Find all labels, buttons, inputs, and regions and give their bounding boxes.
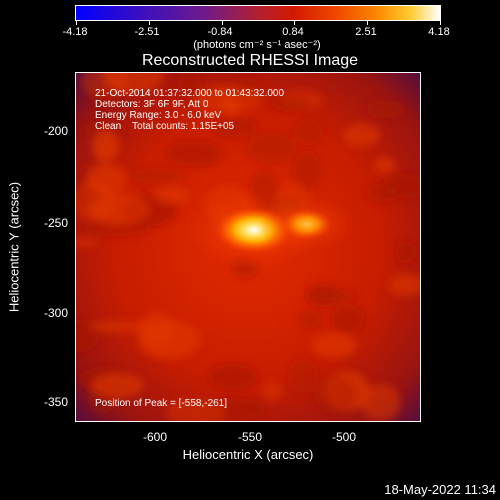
background-texture-blob: [343, 123, 381, 147]
colorbar-tick-label: -0.84: [207, 26, 233, 38]
colorbar-tick-label: 0.84: [282, 26, 304, 38]
background-texture-blob: [88, 320, 151, 333]
y-tick-label: -350: [43, 395, 68, 409]
background-texture-blob: [76, 236, 98, 249]
background-texture-blob: [89, 86, 120, 108]
background-texture-blob: [138, 311, 174, 350]
background-texture-blob: [85, 163, 128, 195]
background-texture-blob: [166, 140, 223, 167]
background-texture-blob: [270, 95, 311, 111]
background-texture-blob: [287, 358, 319, 394]
background-texture-blob: [306, 284, 340, 307]
y-axis-label: Heliocentric Y (arcsec): [6, 181, 22, 313]
y-tick-label: -250: [43, 216, 68, 230]
background-texture-blob: [311, 333, 357, 358]
colorbar-tick-label: 4.18: [428, 26, 450, 38]
background-texture-blob: [193, 85, 262, 113]
colorbar-unit-label: (photons cm⁻² s⁻¹ asec⁻²): [193, 39, 321, 51]
colorbar-tick-label: -2.51: [134, 26, 160, 38]
solar-image: [76, 73, 420, 421]
background-texture-blob: [293, 118, 324, 145]
x-tick-label: -600: [142, 430, 168, 444]
detectors-info: Detectors: 3F 6F 9F, Att 0: [95, 99, 209, 110]
background-texture-blob: [373, 156, 395, 174]
background-texture-blob: [395, 240, 417, 264]
energy-range-info: Energy Range: 3.0 - 6.0 keV: [95, 110, 222, 121]
background-texture-blob: [125, 168, 185, 184]
background-texture-blob: [83, 120, 128, 140]
y-tick-label: -300: [43, 306, 68, 320]
colorbar-tick-label: -4.18: [62, 26, 88, 38]
background-texture-blob: [247, 132, 297, 164]
timestamp: 18-May-2022 11:34: [384, 482, 496, 497]
colorbar: [75, 5, 441, 25]
background-texture-blob: [208, 364, 258, 390]
background-texture-blob: [165, 398, 226, 421]
background-texture-blob: [365, 183, 398, 203]
background-texture-blob: [361, 383, 401, 421]
background-texture-blob: [92, 130, 119, 163]
background-texture-blob: [153, 187, 189, 204]
background-texture-blob: [365, 100, 406, 119]
plot-title: Reconstructed RHESSI Image: [141, 52, 359, 69]
background-texture-blob: [314, 376, 357, 413]
x-tick-label: -500: [331, 430, 357, 444]
background-texture-blob: [261, 380, 283, 402]
background-texture-blob: [102, 73, 165, 94]
x-axis-label: Heliocentric X (arcsec): [182, 447, 314, 462]
background-texture-blob: [83, 219, 152, 237]
background-texture-blob: [331, 305, 365, 334]
background-texture-blob: [90, 372, 144, 399]
background-texture-blob: [388, 274, 420, 296]
background-texture-blob: [88, 192, 150, 226]
emission-source: [281, 208, 332, 240]
background-texture-blob: [300, 309, 321, 329]
y-tick-label: -200: [43, 124, 68, 138]
x-tick-label: -550: [237, 430, 263, 444]
observation-time: 21-Oct-2014 01:37:32.000 to 01:43:32.000: [95, 88, 285, 99]
colorbar-tick-label: 2.51: [355, 26, 377, 38]
peak-position-info: Position of Peak = [-558,-261]: [95, 398, 228, 409]
background-texture-blob: [292, 151, 322, 191]
background-texture-blob: [213, 117, 258, 138]
clean-counts-info: Clean Total counts: 1.15E+05: [95, 121, 235, 132]
background-texture-blob: [178, 73, 202, 99]
image-plot: [75, 72, 421, 422]
